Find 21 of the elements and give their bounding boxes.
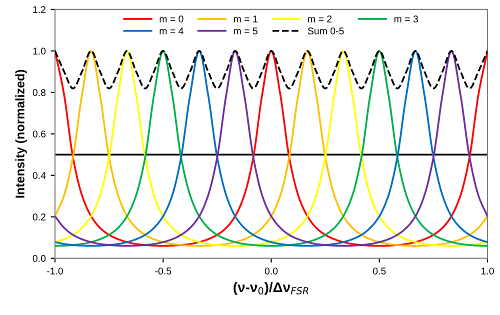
legend-label: m = 2 [308, 16, 332, 22]
y-tick-label: 1.0 [33, 48, 46, 55]
y-tick-label: 0.6 [32, 130, 46, 138]
y-tick-label: 0.4 [32, 172, 46, 179]
y-tick-label: 0.2 [32, 214, 46, 220]
x-tick-label: 0.0 [264, 268, 278, 274]
y-tick-label: 0.8 [32, 89, 46, 96]
legend-label: m = 3 [394, 16, 418, 22]
y-axis-title: Intensity (normalized) [15, 70, 27, 198]
y-tick-label: 0.0 [32, 255, 46, 262]
x-axis-title: (ν-ν$_{0}$)/Δν$_{FSR}$ [234, 282, 308, 295]
x-tick-label: -0.5 [155, 268, 172, 274]
legend-label: m = 0 [160, 16, 184, 22]
y-tick-label: 1.2 [33, 6, 46, 13]
x-tick-label: 0.5 [373, 268, 386, 274]
legend-label: m = 5 [234, 28, 258, 34]
x-tick-label: 1.0 [481, 268, 494, 274]
legend-label: m = 4 [160, 28, 184, 34]
legend-label: m = 1 [234, 16, 258, 22]
legend-label: Sum 0-5 [308, 28, 344, 34]
x-tick-label: -1.0 [47, 268, 63, 274]
